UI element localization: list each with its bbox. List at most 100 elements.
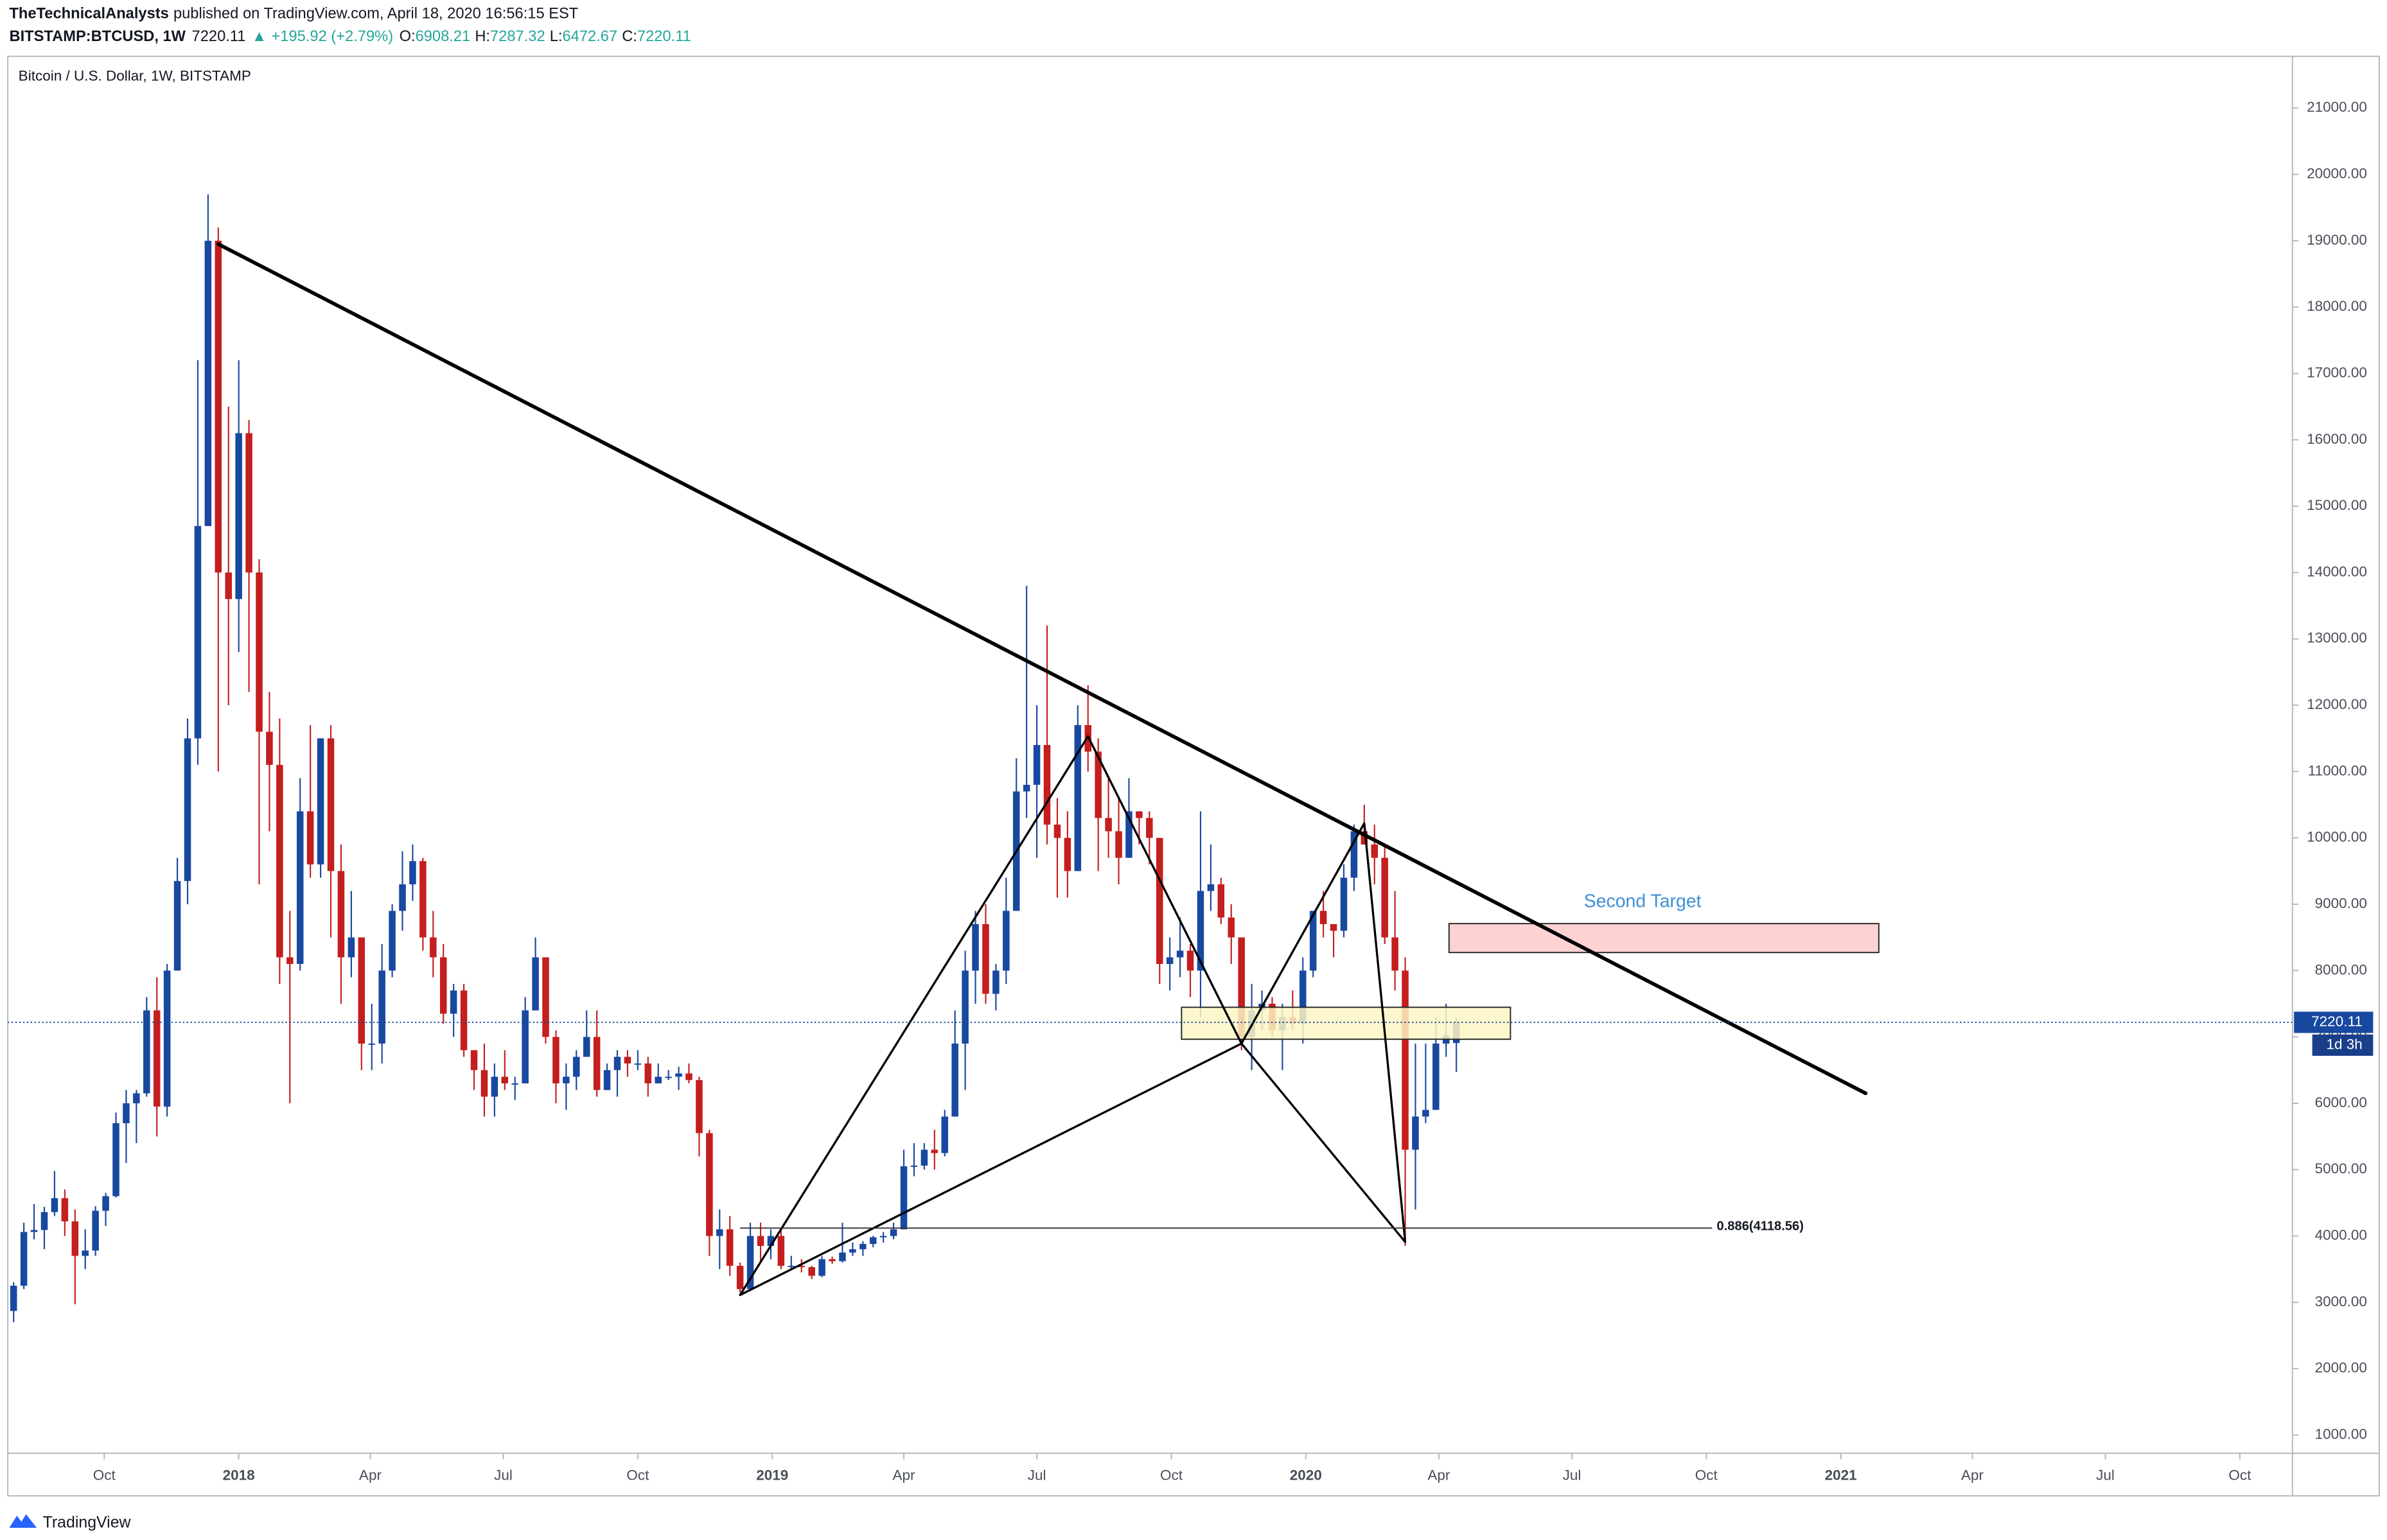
- candle-body: [409, 861, 416, 885]
- candle-body: [112, 1123, 119, 1196]
- candle-body: [1217, 884, 1225, 918]
- candle-body: [92, 1211, 99, 1251]
- candle-body: [389, 911, 396, 971]
- pattern-leg: [739, 1042, 1243, 1297]
- candle-body: [1053, 825, 1061, 838]
- ohlc-value: 6472.67: [563, 28, 618, 45]
- candle-body: [910, 1166, 918, 1167]
- x-tick-label: 2021: [1825, 1467, 1857, 1483]
- candle-body: [1391, 937, 1398, 971]
- candle-body: [1361, 831, 1368, 845]
- candle-body: [1371, 844, 1378, 858]
- y-tick-label: 4000.00: [2315, 1227, 2367, 1243]
- y-tick-label: 20000.00: [2307, 166, 2367, 182]
- candle-body: [726, 1229, 734, 1266]
- candle-body: [430, 937, 437, 958]
- ohlc-label: O:: [400, 28, 416, 45]
- candle-body: [1023, 785, 1030, 792]
- candle-body: [1330, 924, 1337, 931]
- candle-body: [194, 526, 202, 739]
- candle-body: [1125, 811, 1132, 858]
- y-tick-label: 21000.00: [2307, 99, 2367, 115]
- candle-body: [470, 1050, 478, 1071]
- author: TheTechnicalAnalysts: [9, 5, 168, 22]
- x-tick-label: Oct: [1160, 1467, 1183, 1483]
- candle-body: [1299, 970, 1307, 1024]
- candle-body: [327, 738, 335, 871]
- trend-line: [216, 242, 1868, 1096]
- candle-body: [173, 880, 181, 971]
- symbol: BITSTAMP:BTCUSD, 1W: [9, 28, 186, 45]
- candle-body: [337, 871, 345, 958]
- x-tick-label: Jul: [494, 1467, 513, 1483]
- candle-body: [941, 1116, 949, 1153]
- candle-body: [225, 572, 232, 599]
- y-tick-label: 2000.00: [2315, 1360, 2367, 1376]
- candle-body: [491, 1076, 498, 1097]
- change-arrow: ▲: [252, 28, 267, 45]
- candle-body: [480, 1070, 488, 1097]
- candle-body: [1105, 818, 1112, 832]
- candle-body: [1340, 877, 1348, 931]
- price-tag-label: 7220.11: [2311, 1013, 2363, 1029]
- candle-body: [879, 1236, 887, 1238]
- candle-body: [1207, 884, 1215, 891]
- candle-body: [972, 924, 979, 971]
- candle-body: [696, 1080, 703, 1133]
- candle-body: [757, 1236, 764, 1247]
- candle-body: [1186, 950, 1194, 971]
- y-tick-label: 18000.00: [2307, 298, 2367, 314]
- candle-body: [675, 1073, 682, 1077]
- x-tick-label: Apr: [1961, 1467, 1984, 1483]
- brand: TradingView: [43, 1514, 132, 1532]
- price-tag: [2294, 1011, 2374, 1033]
- candle-body: [593, 1037, 601, 1090]
- candle-body: [1074, 725, 1082, 871]
- x-tick-label: Jul: [1563, 1467, 1581, 1483]
- countdown-label: 1d 3h: [2327, 1036, 2363, 1052]
- candle-body: [1309, 911, 1317, 971]
- ohlc-label: C:: [622, 28, 637, 45]
- candle-body: [399, 884, 406, 911]
- y-tick-label: 9000.00: [2315, 895, 2367, 911]
- x-tick-label: 2020: [1290, 1467, 1322, 1483]
- candle-body: [1115, 831, 1122, 858]
- candle-body: [1412, 1116, 1419, 1150]
- y-tick-label: 1000.00: [2315, 1426, 2367, 1442]
- x-tick-label: Oct: [1695, 1467, 1718, 1483]
- countdown-tag: [2312, 1034, 2374, 1056]
- candle-body: [204, 240, 212, 527]
- ohlc-value: 7220.11: [637, 28, 691, 45]
- y-tick-label: 13000.00: [2307, 630, 2367, 646]
- candle-body: [10, 1286, 17, 1311]
- candle-body: [818, 1259, 825, 1276]
- candle-body: [1166, 957, 1174, 964]
- candle-body: [163, 970, 171, 1107]
- candle-body: [1156, 837, 1163, 964]
- y-tick-label: 6000.00: [2315, 1094, 2367, 1110]
- candle-body: [40, 1212, 48, 1230]
- candle-body: [583, 1037, 590, 1057]
- candle-body: [1422, 1110, 1429, 1117]
- x-tick-label: 2019: [756, 1467, 788, 1483]
- symbol-line: BITSTAMP:BTCUSD, 1W 7220.11 ▲ +195.92 (+2.7…: [9, 28, 691, 45]
- candle-body: [767, 1236, 775, 1247]
- candle-body: [1146, 818, 1153, 838]
- y-tick-label: 12000.00: [2307, 696, 2367, 712]
- candle-body: [890, 1229, 897, 1236]
- candle-body: [962, 970, 969, 1044]
- ohlc-label: H:: [475, 28, 490, 45]
- candle-body: [296, 811, 304, 964]
- candle-body: [153, 1010, 161, 1107]
- candle-body: [1402, 970, 1409, 1150]
- candle-body: [460, 990, 468, 1051]
- x-tick-label: Apr: [359, 1467, 382, 1483]
- plot-area: Second Target: [8, 194, 2293, 1322]
- candle-body: [245, 433, 252, 573]
- candle-body: [1043, 745, 1051, 825]
- zone: [1448, 923, 1880, 954]
- candle-body: [746, 1236, 754, 1290]
- candle-body: [859, 1243, 867, 1250]
- logo-icon: [9, 1514, 37, 1528]
